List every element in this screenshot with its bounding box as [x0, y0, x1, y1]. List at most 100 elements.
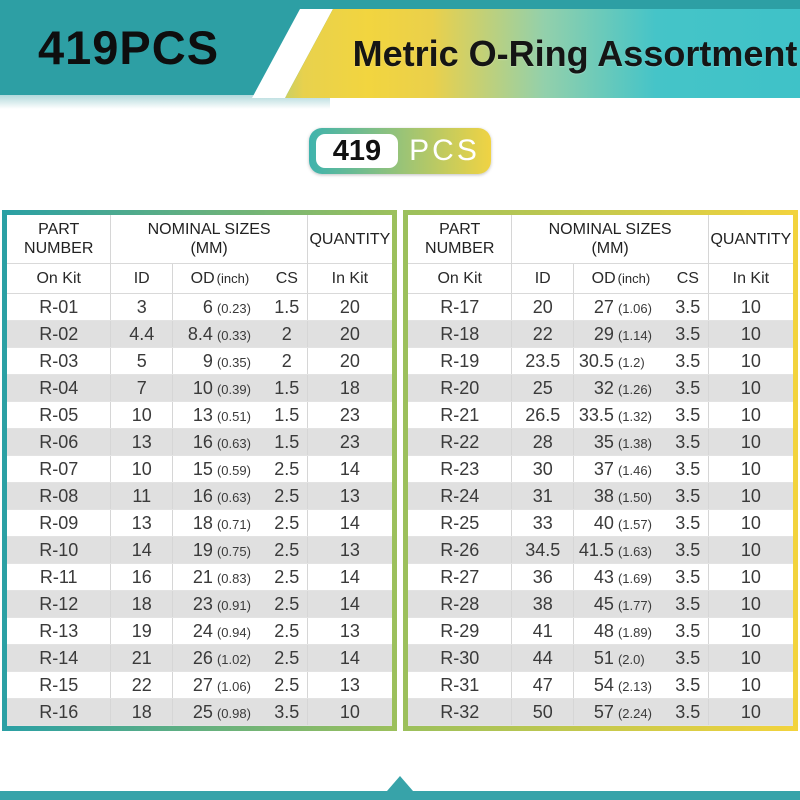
- od-cell: 9 (0.35): [172, 347, 267, 375]
- cs-cell: 2.5: [266, 590, 308, 618]
- on-kit-header: On Kit: [408, 263, 512, 294]
- part-number-cell: R-32: [408, 698, 512, 726]
- cs-cell: 3.5: [667, 509, 709, 537]
- od-cell: 48 (1.89): [573, 617, 668, 645]
- table-row: R-12 18 23 (0.91) 2.5 14: [7, 590, 392, 618]
- id-cell: 28: [511, 428, 574, 456]
- qty-cell: 18: [306, 374, 392, 402]
- od-cell: 57 (2.24): [573, 698, 668, 726]
- id-cell: 21: [110, 644, 173, 672]
- qty-cell: 20: [306, 347, 392, 375]
- part-number-cell: R-29: [408, 617, 512, 645]
- in-kit-header: In Kit: [306, 263, 392, 294]
- table-row: R-16 18 25 (0.98) 3.5 10: [7, 698, 392, 726]
- od-cell: 30.5 (1.2): [573, 347, 668, 375]
- id-cell: 26.5: [511, 401, 574, 429]
- cs-header: CS: [266, 263, 308, 294]
- part-number-cell: R-03: [7, 347, 111, 375]
- qty-cell: 10: [707, 401, 793, 429]
- id-cell: 33: [511, 509, 574, 537]
- cs-cell: 3.5: [667, 536, 709, 564]
- cs-cell: 2.5: [266, 671, 308, 699]
- qty-cell: 14: [306, 509, 392, 537]
- cs-cell: 3.5: [667, 563, 709, 591]
- cs-cell: 2.5: [266, 563, 308, 591]
- qty-cell: 13: [306, 482, 392, 510]
- part-number-cell: R-04: [7, 374, 111, 402]
- part-number-cell: R-30: [408, 644, 512, 672]
- id-cell: 30: [511, 455, 574, 483]
- part-number-cell: R-13: [7, 617, 111, 645]
- od-cell: 13 (0.51): [172, 401, 267, 429]
- qty-cell: 20: [306, 293, 392, 321]
- quantity-header: QUANTITY: [306, 215, 392, 264]
- od-cell: 33.5 (1.32): [573, 401, 668, 429]
- in-kit-header: In Kit: [707, 263, 793, 294]
- id-cell: 4.4: [110, 320, 173, 348]
- table-row: R-02 4.4 8.4 (0.33) 2 20: [7, 320, 392, 348]
- id-cell: 44: [511, 644, 574, 672]
- part-number-cell: R-24: [408, 482, 512, 510]
- od-cell: 8.4 (0.33): [172, 320, 267, 348]
- cs-cell: 3.5: [667, 374, 709, 402]
- part-number-cell: R-18: [408, 320, 512, 348]
- od-header: OD (inch): [172, 263, 267, 294]
- id-header: ID: [511, 263, 574, 294]
- od-cell: 32 (1.26): [573, 374, 668, 402]
- qty-cell: 14: [306, 563, 392, 591]
- table-row: R-20 25 32 (1.26) 3.5 10: [408, 374, 793, 402]
- table-row: R-06 13 16 (0.63) 1.5 23: [7, 428, 392, 456]
- part-number-cell: R-23: [408, 455, 512, 483]
- cs-cell: 2: [266, 320, 308, 348]
- part-number-cell: R-22: [408, 428, 512, 456]
- qty-cell: 10: [707, 698, 793, 726]
- table-row: R-11 16 21 (0.83) 2.5 14: [7, 563, 392, 591]
- table-row: R-17 20 27 (1.06) 3.5 10: [408, 293, 793, 321]
- badge-row: 419 PCS: [0, 128, 800, 174]
- cs-cell: 2.5: [266, 617, 308, 645]
- qty-cell: 14: [306, 455, 392, 483]
- part-number-cell: R-12: [7, 590, 111, 618]
- cs-cell: 3.5: [667, 482, 709, 510]
- qty-cell: 10: [707, 428, 793, 456]
- qty-cell: 10: [707, 671, 793, 699]
- table-row: R-07 10 15 (0.59) 2.5 14: [7, 455, 392, 483]
- id-cell: 10: [110, 401, 173, 429]
- part-number-header: PART NUMBER: [24, 221, 94, 257]
- id-cell: 47: [511, 671, 574, 699]
- part-number-cell: R-31: [408, 671, 512, 699]
- id-cell: 41: [511, 617, 574, 645]
- id-cell: 50: [511, 698, 574, 726]
- part-number-cell: R-28: [408, 590, 512, 618]
- table-row: R-03 5 9 (0.35) 2 20: [7, 347, 392, 375]
- od-cell: 43 (1.69): [573, 563, 668, 591]
- table-row: R-26 34.5 41.5 (1.63) 3.5 10: [408, 536, 793, 564]
- part-number-cell: R-11: [7, 563, 111, 591]
- cs-cell: 3.5: [667, 347, 709, 375]
- cs-cell: 1.5: [266, 428, 308, 456]
- cs-cell: 3.5: [667, 455, 709, 483]
- cs-cell: 2.5: [266, 482, 308, 510]
- id-cell: 38: [511, 590, 574, 618]
- footer-arrow: [387, 776, 413, 791]
- table-row: R-21 26.5 33.5 (1.32) 3.5 10: [408, 401, 793, 429]
- part-number-cell: R-26: [408, 536, 512, 564]
- quantity-header: QUANTITY: [707, 215, 793, 264]
- id-cell: 34.5: [511, 536, 574, 564]
- od-cell: 19 (0.75): [172, 536, 267, 564]
- cs-cell: 3.5: [266, 698, 308, 726]
- cs-cell: 3.5: [667, 698, 709, 726]
- od-cell: 10 (0.39): [172, 374, 267, 402]
- id-cell: 23.5: [511, 347, 574, 375]
- table-body: R-17 20 27 (1.06) 3.5 10 R-18 22 29 (1.14) 3.5 10 R-…: [408, 293, 793, 726]
- qty-cell: 13: [306, 671, 392, 699]
- qty-cell: 13: [306, 536, 392, 564]
- id-cell: 31: [511, 482, 574, 510]
- cs-cell: 2.5: [266, 509, 308, 537]
- table-row: R-14 21 26 (1.02) 2.5 14: [7, 644, 392, 672]
- pcs-badge: 419 PCS: [309, 128, 491, 174]
- id-cell: 18: [110, 698, 173, 726]
- qty-cell: 10: [707, 617, 793, 645]
- od-cell: 40 (1.57): [573, 509, 668, 537]
